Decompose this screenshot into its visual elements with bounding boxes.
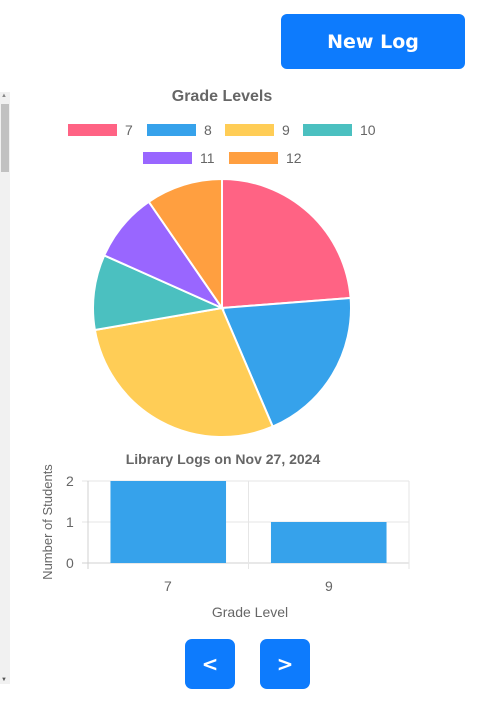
pie-chart-title: Grade Levels <box>171 88 273 105</box>
legend-swatch <box>68 124 117 136</box>
legend-swatch <box>225 124 274 136</box>
legend-label: 8 <box>204 122 212 138</box>
legend-item[interactable]: 12 <box>229 150 302 166</box>
new-log-button[interactable]: New Log <box>281 14 465 69</box>
next-button[interactable]: > <box>260 639 310 689</box>
legend-swatch <box>303 124 352 136</box>
legend-label: 12 <box>286 150 302 166</box>
pie-slice-grade-10[interactable] <box>92 254 226 332</box>
previous-button[interactable]: < <box>185 639 235 689</box>
pie-slice-grade-9[interactable] <box>93 306 275 438</box>
legend-item[interactable]: 8 <box>147 122 212 138</box>
legend-label: 9 <box>282 122 290 138</box>
bar-grade-9[interactable] <box>270 522 387 563</box>
legend-swatch <box>143 152 192 164</box>
x-tick-label: 7 <box>164 578 172 594</box>
bar-chart-title: Library Logs on Nov 27, 2024 <box>125 451 321 467</box>
pie-chart[interactable] <box>92 177 352 438</box>
legend-item[interactable]: 7 <box>68 122 133 138</box>
y-tick-label: 1 <box>66 514 74 530</box>
legend-swatch <box>229 152 278 164</box>
scrollbar[interactable]: ▲ ▼ <box>0 92 10 684</box>
pie-slice-grade-7[interactable] <box>221 177 352 310</box>
legend-label: 11 <box>200 150 215 166</box>
x-axis-label: Grade Level <box>211 604 289 620</box>
legend-swatch <box>147 124 196 136</box>
pie-slice-grade-12[interactable] <box>147 177 223 312</box>
legend-label: 10 <box>360 122 376 138</box>
pie-slice-grade-8[interactable] <box>220 296 352 428</box>
bar-grade-7[interactable] <box>110 481 227 563</box>
legend-item[interactable]: 11 <box>143 150 215 166</box>
y-axis-label: Number of Students <box>40 464 55 580</box>
y-tick-label: 0 <box>66 555 74 571</box>
scroll-down-arrow-icon[interactable]: ▼ <box>1 677 7 683</box>
legend-item[interactable]: 9 <box>225 122 290 138</box>
scroll-up-arrow-icon[interactable]: ▲ <box>1 93 7 99</box>
bar-chart[interactable] <box>82 480 410 569</box>
legend-label: 7 <box>125 122 133 138</box>
scrollbar-thumb[interactable] <box>1 104 9 172</box>
legend-item[interactable]: 10 <box>303 122 376 138</box>
x-tick-label: 9 <box>325 578 333 594</box>
y-tick-label: 2 <box>66 473 74 489</box>
